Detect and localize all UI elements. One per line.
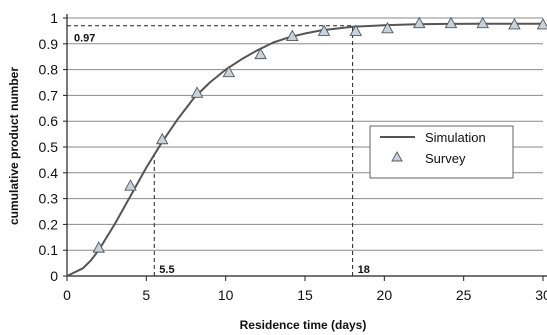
y-tick-label: 0 <box>50 268 58 284</box>
series <box>66 16 547 277</box>
annotation-label: 5.5 <box>159 264 174 276</box>
survey-point <box>317 24 331 36</box>
survey-point <box>222 65 236 78</box>
annotations: 0.97 5.5 18 <box>67 25 370 276</box>
legend-box <box>369 125 514 179</box>
legend-survey-label: Survey <box>425 151 466 166</box>
y-tick-label: 0.4 <box>39 165 59 181</box>
survey-point <box>412 16 426 29</box>
survey-point <box>508 18 521 30</box>
tick-labels: 00.10.20.30.40.50.60.70.80.910 5 10 15 20 25 3… <box>39 10 547 303</box>
survey-point <box>349 24 363 36</box>
survey-point <box>124 179 137 191</box>
y-tick-label: 0.8 <box>39 62 59 78</box>
x-tick-label: 15 <box>297 287 313 303</box>
y-axis-title: cumulative product number <box>7 67 21 225</box>
legend-survey-marker <box>391 151 403 162</box>
y-tick-label: 0.6 <box>39 113 59 129</box>
legend: Simulation Survey <box>369 125 514 179</box>
x-tick-label: 25 <box>456 287 472 303</box>
legend-simulation-label: Simulation <box>425 130 486 145</box>
y-tick-label: 0.3 <box>39 191 59 207</box>
x-tick-label: 0 <box>63 287 71 303</box>
x-tick-label: 20 <box>377 287 393 303</box>
y-tick-label: 0.2 <box>39 216 59 232</box>
survey-point <box>444 16 458 29</box>
x-tick-label: 5 <box>142 287 150 303</box>
survey-point <box>286 29 299 42</box>
y-tick-label: 0.5 <box>39 139 59 155</box>
axes <box>63 14 547 281</box>
survey-point <box>92 241 105 253</box>
y-tick-label: 0.7 <box>39 87 59 103</box>
annotation-label: 18 <box>358 264 370 276</box>
series-line-simulation <box>66 22 543 277</box>
y-tick-label: 0.1 <box>39 242 59 258</box>
survey-point <box>190 86 204 98</box>
x-tick-label: 10 <box>218 287 234 303</box>
y-tick-label: 0.9 <box>39 36 59 52</box>
survey-point <box>254 47 267 60</box>
survey-point <box>536 18 547 30</box>
annotation-label: 0.97 <box>74 33 95 45</box>
survey-point <box>381 21 394 34</box>
x-tick-label: 30 <box>535 287 547 303</box>
survey-point <box>155 132 169 145</box>
x-axis-title: Residence time (days) <box>240 318 367 332</box>
survey-point <box>476 16 489 29</box>
grid-lines <box>67 17 543 251</box>
y-tick-label: 1 <box>50 10 58 26</box>
